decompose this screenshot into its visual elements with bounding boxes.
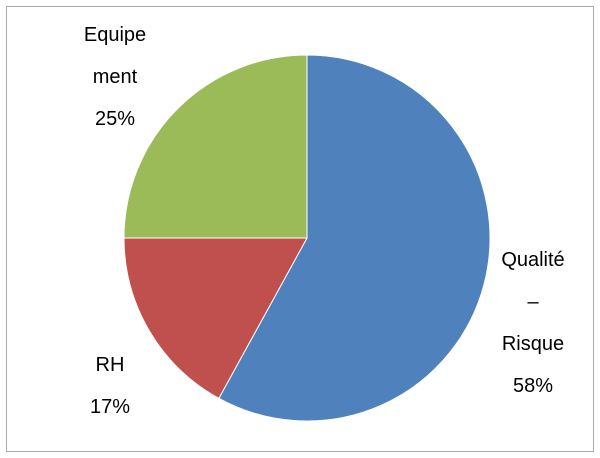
value-label: 58% [512,375,554,397]
category-label: Qualité – Risque [501,249,565,355]
category-label: RH [95,354,125,376]
value-label: 25% [94,108,136,130]
category-label: Equipement [83,24,147,88]
pie-slice [123,54,308,239]
slice-label: Qualité – Risque 58% [494,239,572,407]
slice-label: RH 17% [70,344,150,428]
pie-slice [123,237,308,400]
pie-slice [218,54,491,422]
value-label: 17% [89,396,131,418]
slice-label: Equipement 25% [79,14,151,140]
